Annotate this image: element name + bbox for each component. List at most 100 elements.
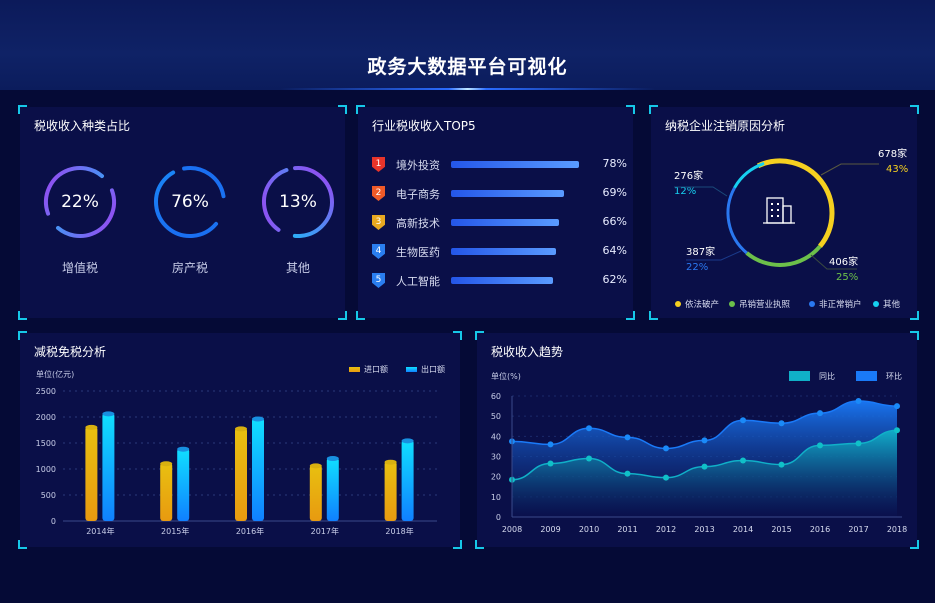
y-tick-label: 40 [491, 432, 501, 441]
page-title: 政务大数据平台可视化 [367, 56, 568, 78]
ring-label: 其他 [285, 261, 310, 275]
data-point [547, 441, 554, 448]
top5-row: 5 人工智能 62% [372, 273, 627, 289]
legend-label: 吊销营业执照 [739, 299, 791, 310]
legend-dot [675, 301, 681, 307]
slice-percent: 25% [836, 272, 858, 283]
panel-title: 税收收入趋势 [491, 345, 564, 359]
legend-dot [873, 301, 879, 307]
data-point [817, 410, 823, 417]
legend-swatch [856, 371, 877, 381]
bar-cap [252, 416, 264, 422]
ring-label: 房产税 [171, 261, 208, 275]
bar-cap [309, 463, 322, 469]
y-tick-label: 1500 [36, 439, 56, 448]
legend-label: 同比 [819, 371, 835, 381]
slice-count: 678家 [878, 147, 907, 160]
area-yoy [512, 430, 897, 517]
x-tick-label: 2016年 [236, 526, 264, 536]
industry-name: 人工智能 [396, 275, 440, 288]
y-tick-label: 2500 [36, 387, 56, 396]
data-point [855, 440, 862, 447]
data-point [547, 460, 554, 467]
legend-dot [729, 301, 735, 307]
y-tick-label: 2000 [36, 413, 56, 422]
x-tick-label: 2013 [694, 525, 714, 534]
ring-arc [154, 166, 226, 238]
donut-slice [733, 162, 765, 189]
legend-dot [809, 301, 815, 307]
legend-label: 其他 [883, 299, 901, 310]
data-point [740, 457, 746, 464]
y-tick-label: 10 [491, 493, 501, 502]
y-tick-label: 50 [491, 412, 501, 421]
data-point [778, 461, 785, 468]
data-point [817, 442, 823, 449]
bar-chart: 单位(亿元) 0 500 1000 1500 2000 2500 2014年 2015年 2016… [36, 364, 445, 536]
data-point [663, 445, 669, 452]
rank-badge-icon: 4 [372, 244, 385, 259]
data-point [778, 420, 785, 427]
panel-title: 纳税企业注销原因分析 [665, 119, 786, 133]
bar-import [309, 464, 322, 521]
data-point [740, 417, 746, 424]
industry-value: 78% [602, 157, 627, 170]
x-tick-label: 2015 [771, 525, 791, 534]
x-tick-label: 2018 [887, 525, 907, 534]
legend-label: 环比 [886, 371, 902, 381]
industry-value: 66% [602, 215, 627, 228]
data-point [663, 474, 669, 481]
data-point [894, 427, 900, 434]
rank-badge-icon: 2 [372, 186, 385, 201]
percent-ring: 22% [40, 162, 120, 242]
ring-value: 13% [279, 192, 317, 212]
y-tick-label: 0 [496, 513, 501, 522]
bar-import [85, 426, 98, 521]
percent-ring: 13% [258, 162, 338, 242]
legend-label: 出口额 [421, 364, 445, 374]
tax-trend-panel: 税收收入趋势 单位(%) 0 10 20 30 40 50 60 2008 2009 2010 201… [475, 331, 919, 549]
x-tick-label: 2009 [540, 525, 560, 534]
bar-export [252, 418, 264, 521]
progress-bar [451, 248, 557, 255]
tax-reduction-panel: 减税免税分析 单位(亿元) 0 500 1000 1500 2000 2500 2014年 20… [18, 331, 462, 549]
top5-row: 4 生物医药 64% [372, 244, 627, 260]
header [0, 0, 935, 90]
bar-cap [102, 411, 115, 417]
legend-label: 依法破产 [685, 299, 719, 310]
legend-swatch [406, 367, 417, 372]
data-point [624, 470, 631, 477]
y-tick-label: 20 [491, 473, 501, 482]
x-tick-label: 2018年 [385, 526, 413, 536]
x-tick-label: 2017 [848, 525, 868, 534]
bar-cap [326, 456, 339, 462]
top5-row: 1 境外投资 78% [372, 157, 627, 173]
ring-arc [262, 166, 334, 238]
slice-count: 387家 [686, 245, 715, 258]
leader-line [820, 163, 879, 176]
x-tick-label: 2015年 [161, 526, 189, 536]
slice-percent: 22% [686, 262, 708, 273]
legend-label: 非正常销户 [819, 299, 862, 310]
leader-line [686, 250, 742, 261]
progress-bar [451, 277, 553, 284]
data-point [701, 463, 708, 470]
bar-import [384, 461, 397, 521]
panel-title: 减税免税分析 [34, 345, 107, 359]
bar-cap [384, 459, 397, 465]
industry-value: 64% [602, 244, 627, 257]
bar-cap [85, 424, 98, 430]
bar-export [401, 439, 414, 521]
x-tick-label: 2016 [810, 525, 830, 534]
top5-panel: 行业税收收入TOP5 1 境外投资 78% 2 电子商务 69% 3 高新技术 66… [356, 105, 635, 320]
x-tick-label: 2014年 [86, 526, 114, 536]
bar-export [177, 448, 190, 521]
slice-count: 276家 [674, 169, 703, 182]
rank-badge-icon: 1 [372, 157, 385, 172]
slice-count: 406家 [829, 255, 858, 268]
y-axis-label: 单位(%) [491, 371, 521, 381]
slice-percent: 43% [886, 164, 908, 175]
bar-cap [177, 446, 190, 452]
top5-row: 3 高新技术 66% [372, 215, 627, 231]
donut-slice [756, 158, 835, 248]
